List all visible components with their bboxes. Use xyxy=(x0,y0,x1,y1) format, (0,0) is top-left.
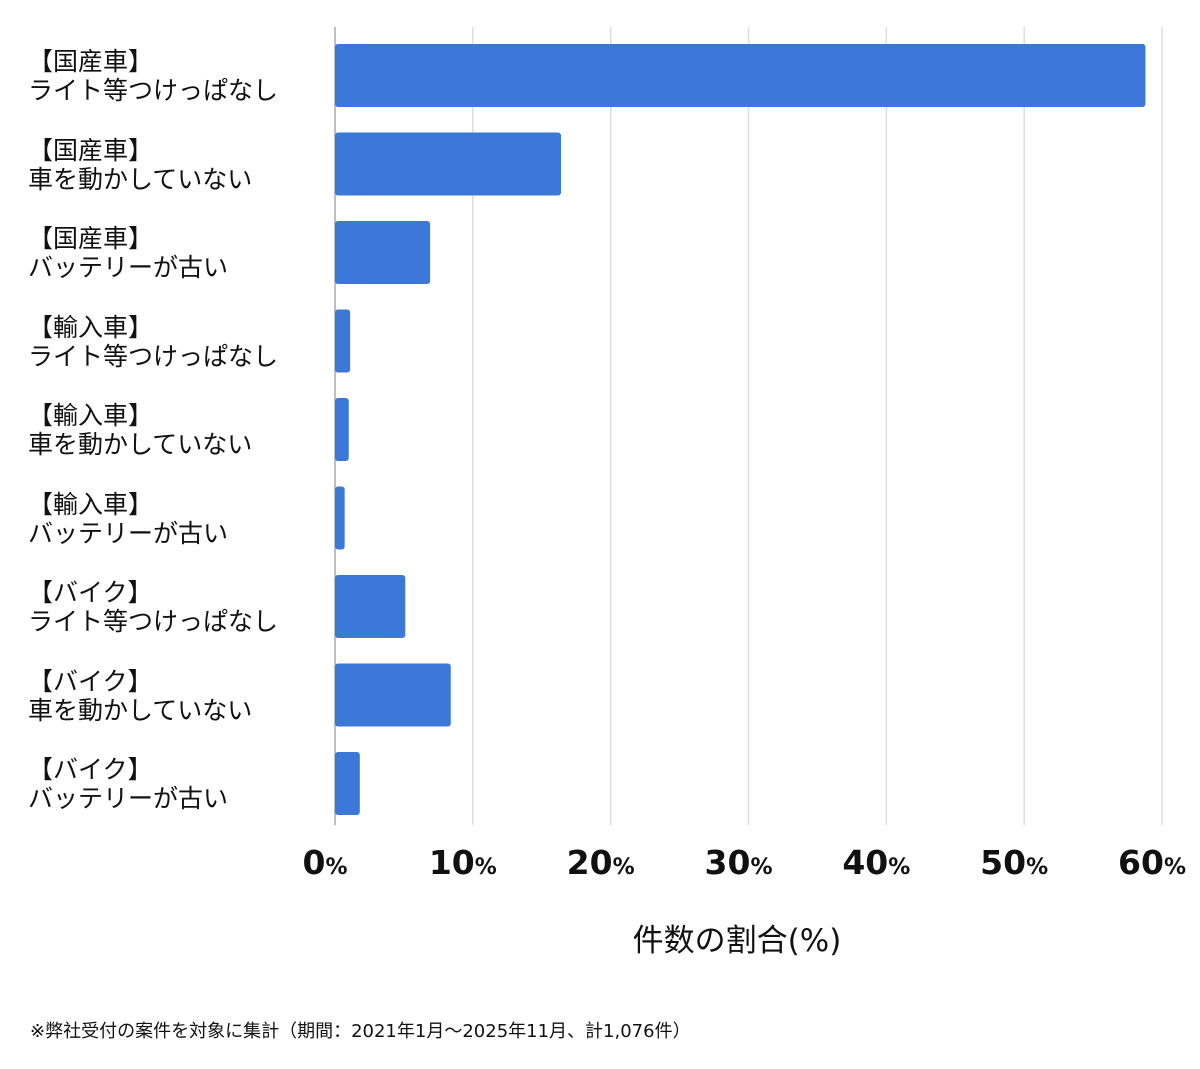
x-tick-label: 60% xyxy=(1118,843,1186,882)
bar xyxy=(335,752,360,815)
bar xyxy=(335,575,406,638)
bar xyxy=(335,44,1146,107)
category-label-line: 車を動かしていない xyxy=(28,695,253,725)
category-label: 【バイク】 バッテリーが古い xyxy=(28,755,228,813)
x-tick-label: 0% xyxy=(302,843,348,882)
x-tick-label: 10% xyxy=(428,843,497,882)
x-tick-label: 20% xyxy=(566,843,635,882)
category-label: 【輸入車】 ライト等つけっぱなし xyxy=(28,313,278,371)
category-label-line: 【国産車】 xyxy=(28,135,154,165)
category-label-line: 車を動かしていない xyxy=(28,164,253,194)
category-label: 【国産車】 車を動かしていない xyxy=(28,136,252,194)
category-label-line: ライト等つけっぱなし xyxy=(28,607,279,636)
category-label: 【輸入車】 バッテリーが古い xyxy=(28,490,228,548)
bar xyxy=(335,663,451,727)
category-label: 【輸入車】 車を動かしていない xyxy=(28,401,252,459)
category-label: 【バイク】 ライト等つけっぱなし xyxy=(28,578,278,636)
footnote: ※弊社受付の案件を対象に集計（期間：2021年1月〜2025年11月、計1,07… xyxy=(30,1021,691,1042)
category-label-line: 【バイク】 xyxy=(28,755,153,784)
x-axis-title: 件数の割合(%) xyxy=(632,923,842,959)
bar xyxy=(335,221,431,284)
category-label: 【バイク】 車を動かしていない xyxy=(28,667,252,725)
category-label-line: 【輸入車】 xyxy=(28,489,154,519)
category-label: 【国産車】 バッテリーが古い xyxy=(28,224,228,282)
category-label-line: 【輸入車】 xyxy=(28,312,154,342)
bar xyxy=(335,309,351,373)
x-tick-label: 40% xyxy=(842,843,911,882)
bar xyxy=(335,132,562,196)
x-tick-label: 30% xyxy=(704,843,773,882)
category-label-line: 【輸入車】 xyxy=(28,401,154,430)
category-label-line: 【国産車】 xyxy=(28,224,154,253)
category-label: 【国産車】 ライト等つけっぱなし xyxy=(28,47,278,105)
bar xyxy=(335,398,349,461)
bar xyxy=(335,486,345,550)
category-label-line: 車を動かしていない xyxy=(28,430,253,459)
category-label-line: バッテリーが古い xyxy=(28,784,229,813)
category-label-line: バッテリーが古い xyxy=(28,253,229,282)
category-label-line: 【国産車】 xyxy=(28,47,154,76)
category-label-line: ライト等つけっぱなし xyxy=(28,76,279,105)
category-label-line: 【バイク】 xyxy=(28,578,153,607)
x-tick-label: 50% xyxy=(980,843,1049,882)
category-label-line: ライト等つけっぱなし xyxy=(28,341,279,371)
category-label-line: バッテリーが古い xyxy=(28,518,229,548)
category-label-line: 【バイク】 xyxy=(28,666,153,696)
